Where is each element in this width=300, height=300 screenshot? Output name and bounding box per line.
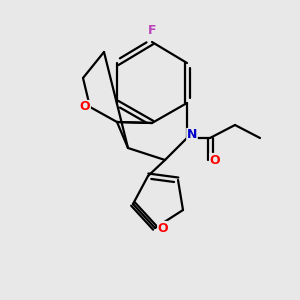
Text: F: F: [148, 23, 156, 37]
Text: N: N: [187, 128, 197, 142]
Text: O: O: [80, 100, 90, 113]
Text: O: O: [210, 154, 220, 166]
Text: O: O: [158, 221, 168, 235]
